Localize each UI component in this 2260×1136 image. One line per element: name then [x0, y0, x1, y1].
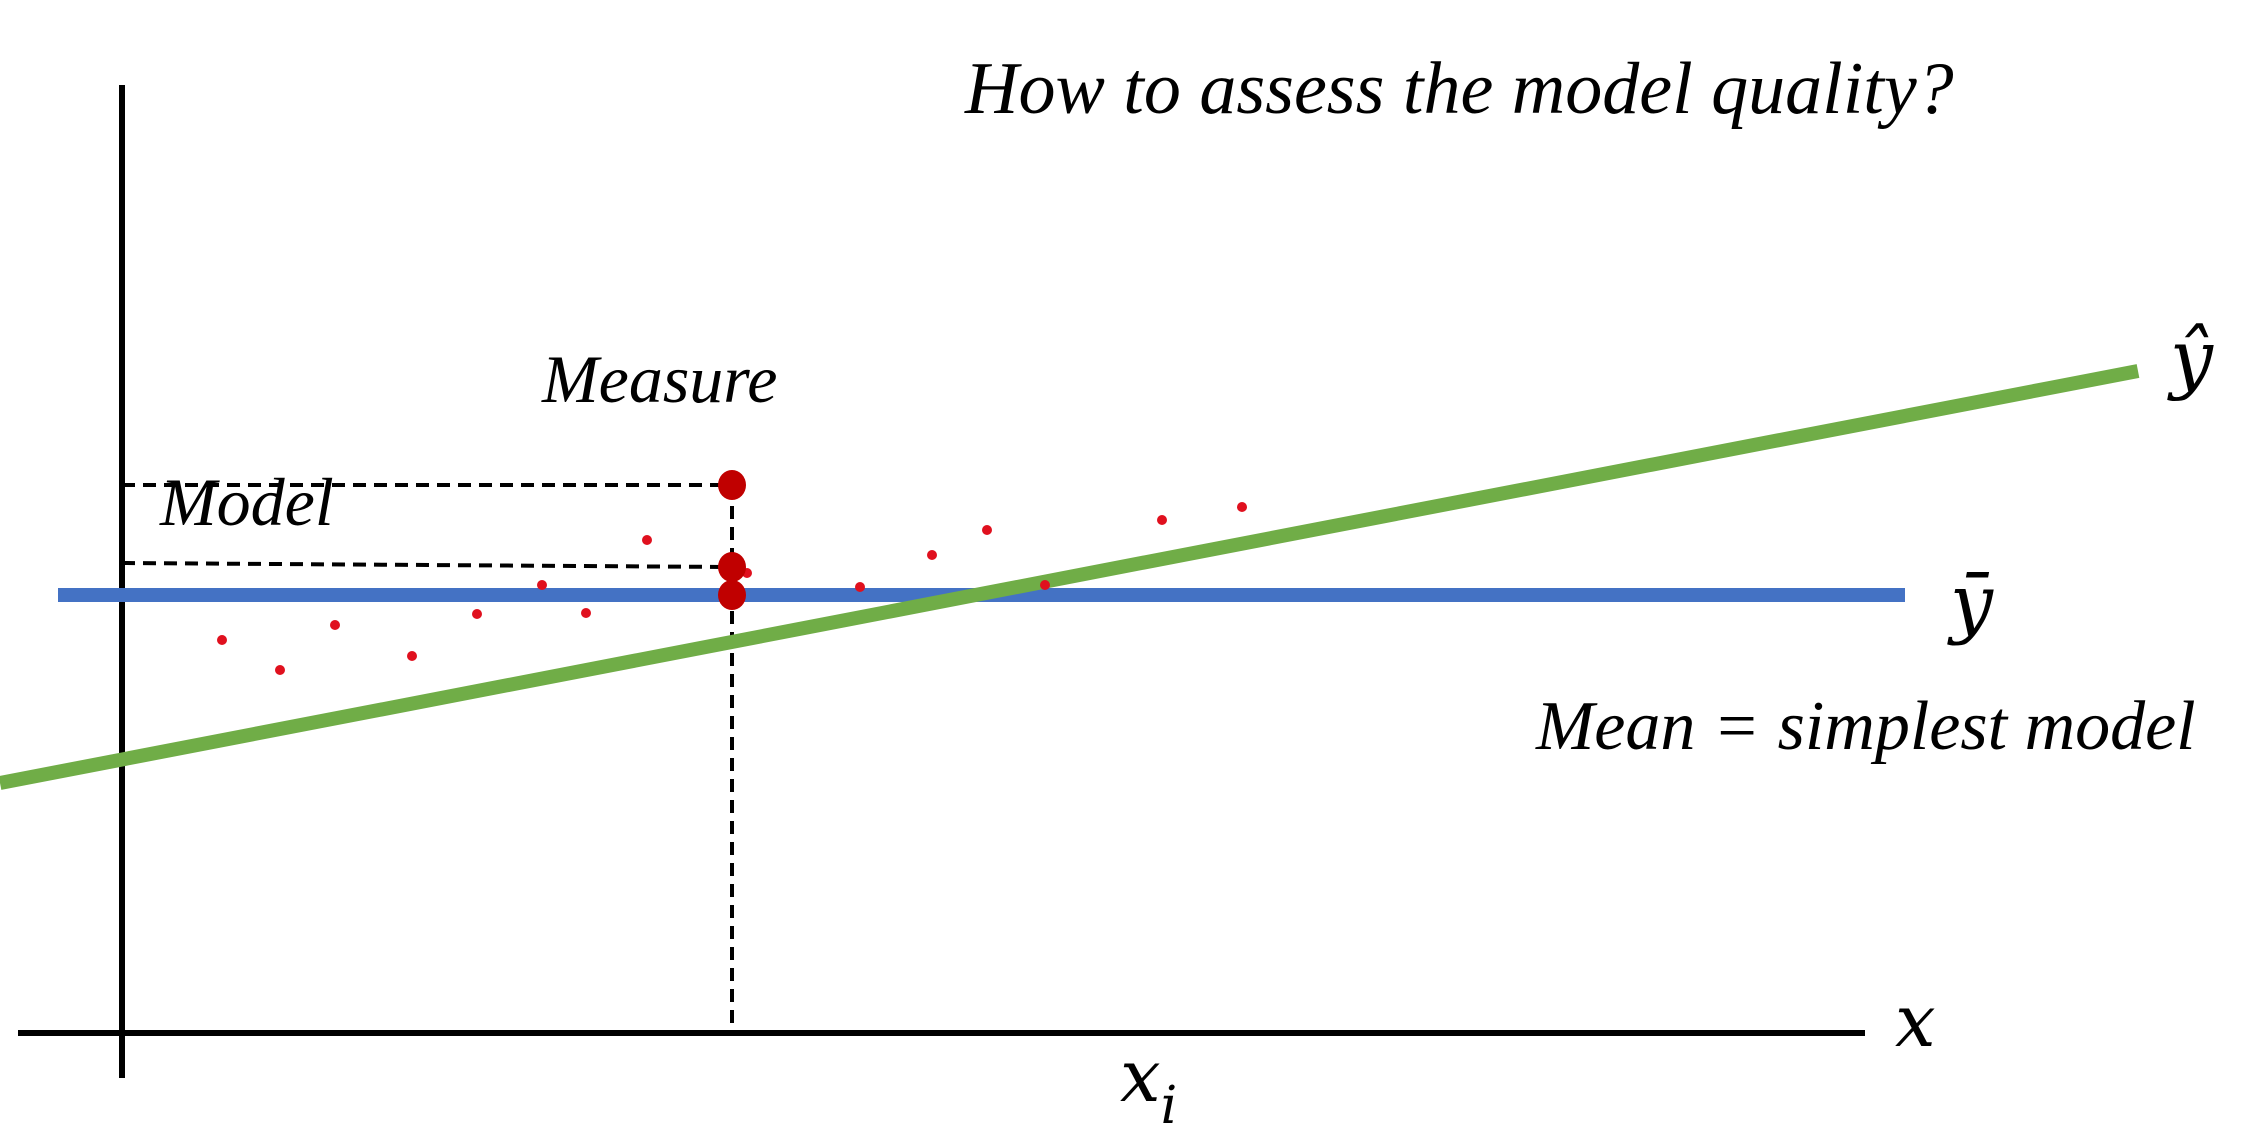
data-point-10: [855, 582, 865, 592]
data-points: [217, 502, 1247, 675]
y-hat-label: ŷ: [2170, 313, 2213, 402]
data-point-15: [1237, 502, 1247, 512]
x-axis-label: x: [1895, 979, 1936, 1063]
data-point-12: [982, 525, 992, 535]
diagram-title: How to assess the model quality?: [965, 48, 1954, 130]
data-point-13: [1040, 580, 1050, 590]
measure-point: [718, 470, 746, 500]
data-point-7: [581, 608, 591, 618]
data-point-1: [217, 635, 227, 645]
measure-label: Measure: [542, 341, 778, 417]
model-guide-line: [121, 561, 733, 569]
data-point-14: [1157, 515, 1167, 525]
data-point-5: [472, 609, 482, 619]
highlight-points: [718, 470, 746, 610]
axes: [18, 85, 1865, 1078]
data-point-4: [407, 651, 417, 661]
mean-note: Mean = simplest model: [1536, 688, 2196, 765]
x-i-label: xi: [1120, 1040, 1177, 1132]
data-point-11: [927, 550, 937, 560]
model-label: Model: [160, 464, 334, 540]
data-point-3: [330, 620, 340, 630]
guide-lines: [121, 483, 734, 1033]
regression-line: [0, 364, 2140, 790]
data-point-6: [537, 580, 547, 590]
y-bar-label: ȳ: [1950, 558, 1993, 647]
mean-point: [718, 580, 746, 610]
model-point: [718, 552, 746, 582]
data-point-2: [275, 665, 285, 675]
data-point-8: [642, 535, 652, 545]
x-i-base: x: [1120, 1034, 1161, 1118]
model-lines: [0, 364, 2140, 790]
x-i-subscript: i: [1160, 1076, 1178, 1136]
